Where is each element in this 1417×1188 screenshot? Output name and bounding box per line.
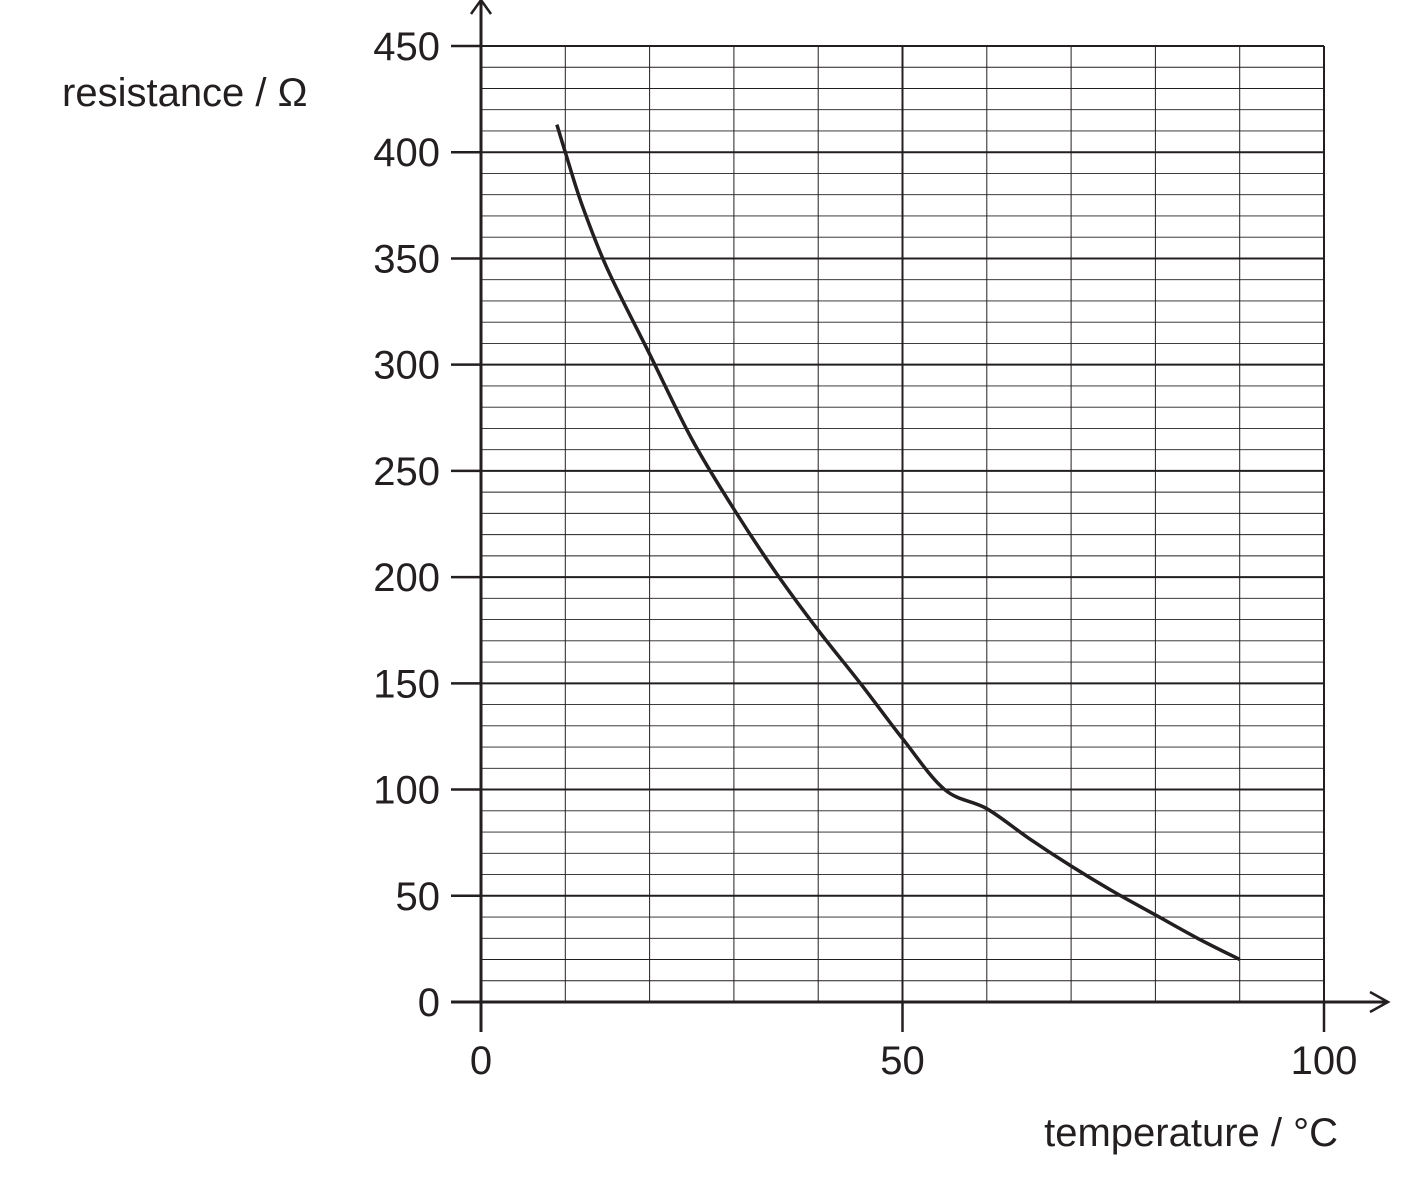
grid: [480, 45, 1325, 1003]
y-tick-label: 250: [373, 450, 440, 494]
y-tick-label: 50: [396, 875, 441, 919]
x-axis-arrow: [1369, 990, 1391, 1014]
x-tick-label: 0: [470, 1039, 492, 1083]
y-axis-arrow: [469, 0, 493, 15]
y-tick-label: 150: [373, 662, 440, 706]
y-axis-label: resistance / Ω: [62, 71, 308, 115]
y-tick-label: 400: [373, 131, 440, 175]
y-tick-label: 0: [418, 981, 440, 1025]
x-tick-label: 50: [880, 1039, 925, 1083]
y-tick-label: 100: [373, 769, 440, 813]
ticks: 0 50 100 150 200 250 300 350 400 450 0 50 100: [373, 25, 1357, 1083]
axes: [451, 0, 1391, 1032]
y-tick-label: 350: [373, 237, 440, 281]
y-tick-label: 200: [373, 556, 440, 600]
y-tick-label: 450: [373, 25, 440, 69]
x-tick-label: 100: [1291, 1039, 1358, 1083]
y-tick-label: 300: [373, 344, 440, 388]
series: [555, 124, 1241, 962]
resistance-curve: [555, 124, 1241, 962]
x-axis-label: temperature / °C: [1044, 1111, 1338, 1155]
